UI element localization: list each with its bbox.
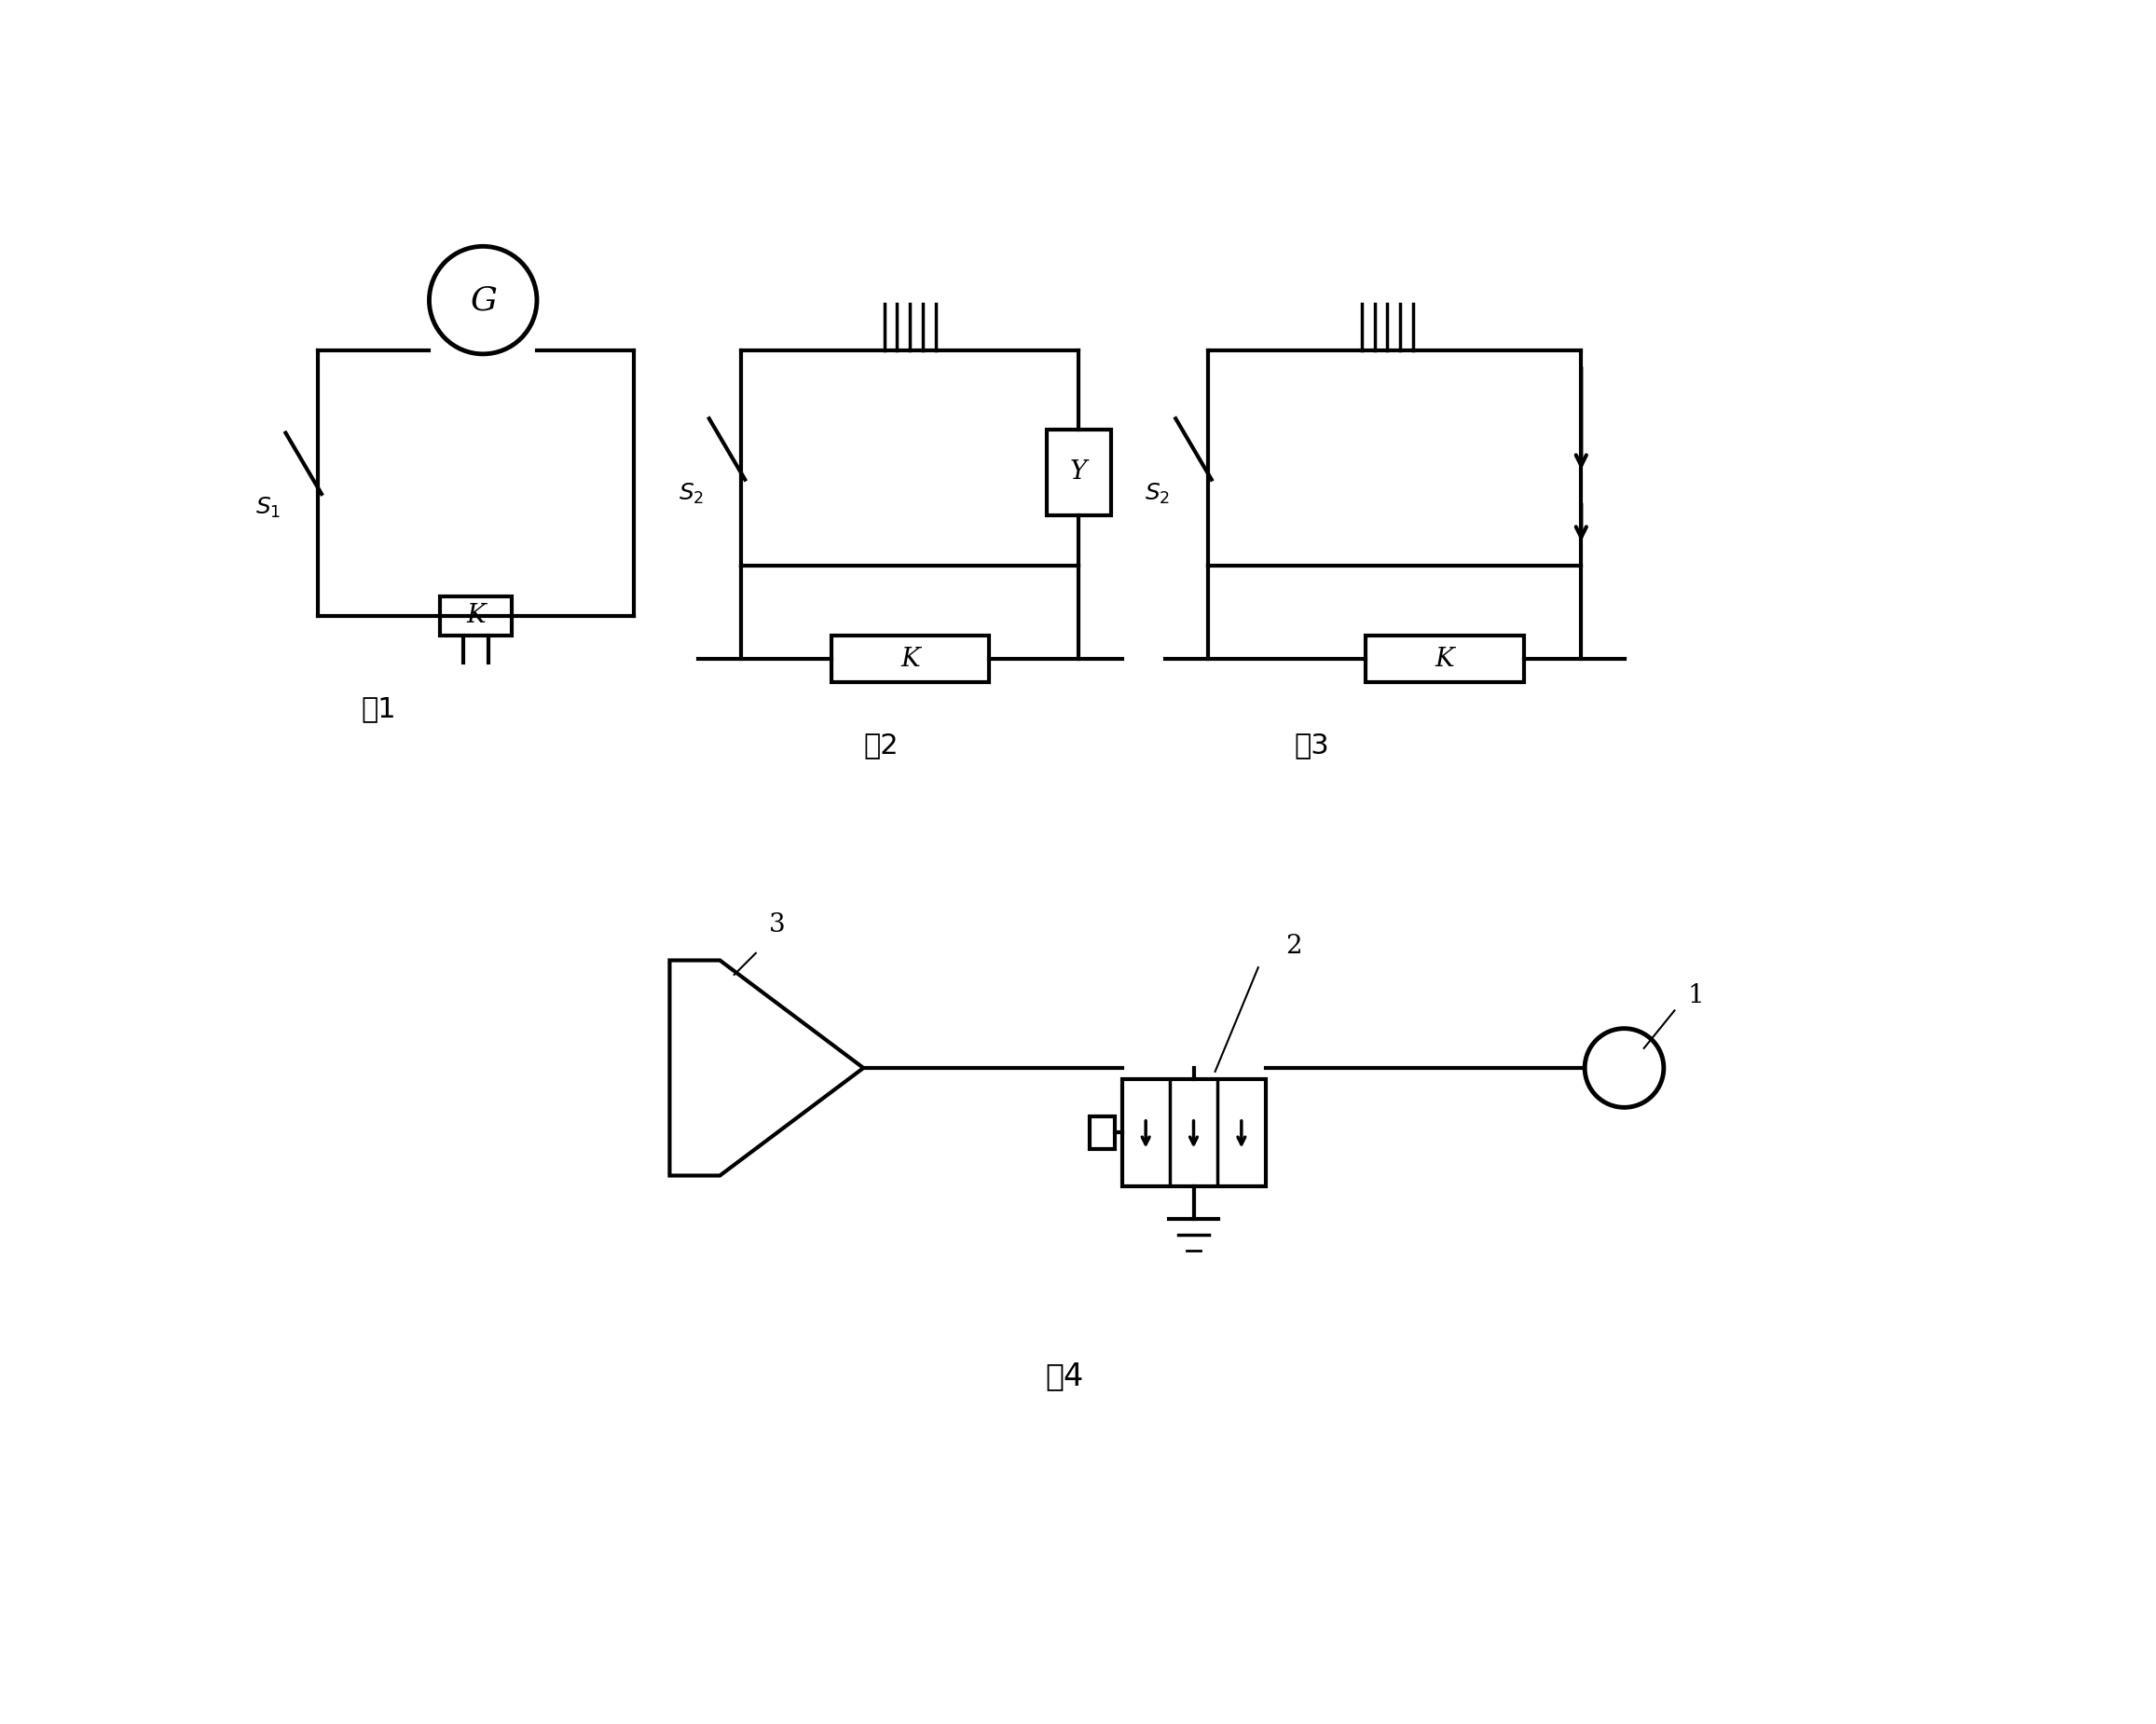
Bar — [1367, 636, 1524, 683]
Text: Y: Y — [1069, 460, 1087, 484]
Text: 图1: 图1 — [360, 696, 397, 722]
Bar — [1089, 1117, 1115, 1148]
Bar — [440, 597, 511, 636]
Bar — [1046, 429, 1110, 515]
Text: K: K — [1436, 646, 1455, 672]
Bar — [1121, 1079, 1266, 1186]
Text: K: K — [901, 646, 921, 672]
Text: $S_2$: $S_2$ — [1145, 481, 1171, 507]
Bar — [830, 636, 990, 683]
Text: K: K — [466, 603, 485, 629]
Text: 1: 1 — [1688, 984, 1703, 1009]
Text: 2: 2 — [1285, 933, 1302, 959]
Text: 图3: 图3 — [1294, 731, 1330, 759]
Text: 图2: 图2 — [862, 731, 899, 759]
Text: $S_1$: $S_1$ — [254, 497, 280, 521]
Text: 图4: 图4 — [1046, 1362, 1084, 1391]
Text: 3: 3 — [770, 912, 785, 938]
Text: G: G — [470, 284, 496, 315]
Text: $S_2$: $S_2$ — [679, 481, 703, 507]
